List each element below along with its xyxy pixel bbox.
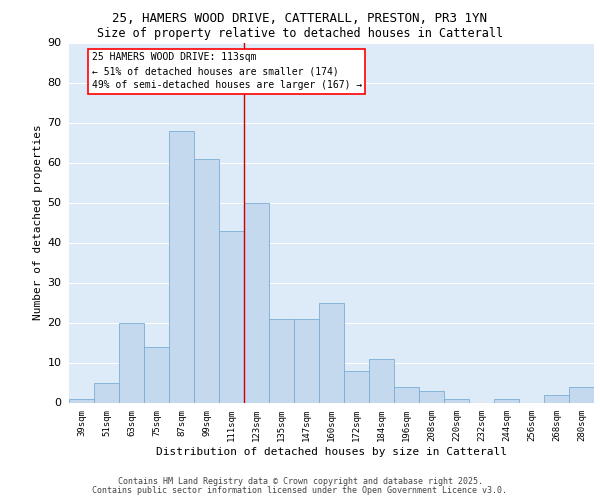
Bar <box>444 398 469 402</box>
Bar <box>244 202 269 402</box>
Text: 25, HAMERS WOOD DRIVE, CATTERALL, PRESTON, PR3 1YN: 25, HAMERS WOOD DRIVE, CATTERALL, PRESTO… <box>113 12 487 26</box>
Bar <box>144 346 169 403</box>
Text: Contains HM Land Registry data © Crown copyright and database right 2025.: Contains HM Land Registry data © Crown c… <box>118 477 482 486</box>
Bar <box>419 390 444 402</box>
Bar <box>294 318 319 402</box>
X-axis label: Distribution of detached houses by size in Catterall: Distribution of detached houses by size … <box>156 446 507 456</box>
Bar <box>569 386 594 402</box>
Text: Size of property relative to detached houses in Catterall: Size of property relative to detached ho… <box>97 28 503 40</box>
Bar <box>394 386 419 402</box>
Bar <box>219 230 244 402</box>
Bar <box>494 398 519 402</box>
Bar <box>369 358 394 403</box>
Bar <box>194 158 219 402</box>
Bar <box>119 322 144 402</box>
Y-axis label: Number of detached properties: Number of detached properties <box>33 124 43 320</box>
Bar <box>169 130 194 402</box>
Bar <box>544 394 569 402</box>
Bar <box>269 318 294 402</box>
Text: Contains public sector information licensed under the Open Government Licence v3: Contains public sector information licen… <box>92 486 508 495</box>
Bar <box>344 370 369 402</box>
Bar <box>94 382 119 402</box>
Bar <box>69 398 94 402</box>
Text: 25 HAMERS WOOD DRIVE: 113sqm
← 51% of detached houses are smaller (174)
49% of s: 25 HAMERS WOOD DRIVE: 113sqm ← 51% of de… <box>91 52 362 90</box>
Bar <box>319 302 344 402</box>
